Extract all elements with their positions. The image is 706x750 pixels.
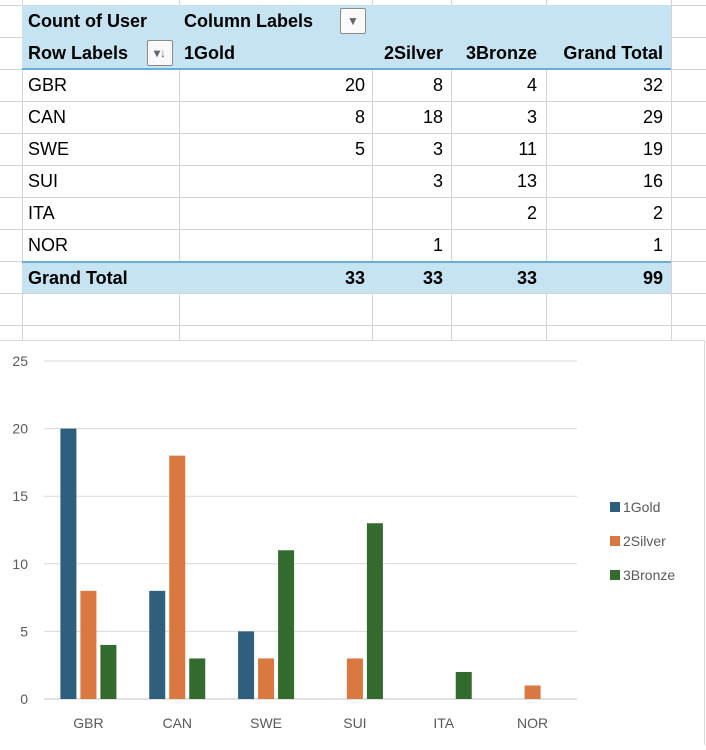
row-value: 19 — [642, 139, 663, 159]
row-value: 1 — [652, 235, 663, 255]
row-label: ITA — [28, 203, 55, 223]
dropdown-arrow-icon: ▼ — [347, 14, 359, 28]
grid-row-line — [0, 197, 706, 198]
x-tick-label: NOR — [517, 715, 548, 731]
row-value: 2 — [652, 203, 663, 223]
bar-2silver-can — [169, 455, 186, 699]
row-value: 20 — [344, 75, 365, 95]
medal-chart[interactable]: 0 5 10 15 20 25 GBR CAN SWE SUI ITA NOR 1Gold 2Silver… — [0, 340, 705, 745]
row-value: 18 — [422, 107, 443, 127]
bar-1gold-gbr — [60, 428, 77, 699]
pivot-header-row-2: Row Labels ▾↓ 1Gold 2Silver 3Bronze Gran… — [22, 37, 671, 70]
bar-1gold-swe — [238, 631, 255, 699]
y-tick-label: 0 — [20, 691, 28, 707]
row-value: 4 — [526, 75, 537, 95]
y-tick-label: 25 — [12, 353, 28, 369]
bar-1gold-can — [149, 590, 166, 699]
x-tick-label: ITA — [433, 715, 454, 731]
grand-total-gold: 33 — [344, 268, 365, 288]
y-tick-label: 15 — [12, 488, 28, 504]
bar-2silver-nor — [524, 685, 541, 699]
row-value: 29 — [642, 107, 663, 127]
x-tick-label: GBR — [73, 715, 103, 731]
row-label: CAN — [28, 107, 67, 127]
bar-3bronze-sui — [366, 523, 383, 699]
row-value: 2 — [526, 203, 537, 223]
grid-row-line — [0, 101, 706, 102]
grand-total-row: Grand Total 33 33 33 99 — [22, 261, 671, 293]
row-value: 8 — [432, 75, 443, 95]
row-label: GBR — [28, 75, 68, 95]
x-tick-label: SWE — [250, 715, 282, 731]
grand-total-bronze: 33 — [516, 268, 537, 288]
grand-total-silver: 33 — [422, 268, 443, 288]
legend-swatch-1gold — [610, 502, 620, 512]
row-value: 1 — [432, 235, 443, 255]
pivot-row-ita: ITA 2 2 — [22, 197, 671, 229]
grid-row-line — [0, 325, 706, 326]
legend-label: 2Silver — [623, 533, 666, 549]
legend-label: 3Bronze — [623, 567, 675, 583]
pivot-row-can: CAN 8 18 3 29 — [22, 101, 671, 133]
row-value: 11 — [518, 139, 537, 159]
row-value: 13 — [516, 171, 537, 191]
pivot-row-swe: SWE 5 3 11 19 — [22, 133, 671, 165]
grand-total-overall: 99 — [642, 268, 663, 288]
y-tick-label: 20 — [12, 421, 28, 437]
row-value: 3 — [432, 139, 443, 159]
value-field-label: Count of User — [28, 11, 147, 31]
column-header-grand-total: Grand Total — [563, 43, 663, 63]
x-tick-label: CAN — [162, 715, 192, 731]
filter-sort-icon: ▾↓ — [153, 46, 167, 60]
grid-column-line — [372, 0, 373, 340]
bar-2silver-sui — [346, 658, 363, 699]
grid-column-line — [451, 0, 452, 340]
chart-svg: 0 5 10 15 20 25 GBR CAN SWE SUI ITA NOR 1Gold 2Silver… — [12, 353, 675, 731]
bar-3bronze-swe — [278, 550, 295, 699]
row-value: 32 — [642, 75, 663, 95]
row-value: 8 — [354, 107, 365, 127]
grid-column-line — [22, 0, 23, 340]
row-label: SWE — [28, 139, 70, 159]
grid-column-line — [546, 0, 547, 340]
legend-label: 1Gold — [623, 499, 660, 515]
pivot-row-nor: NOR 1 1 — [22, 229, 671, 261]
y-tick-label: 10 — [12, 556, 28, 572]
grid-column-line — [179, 0, 180, 340]
row-value: 3 — [526, 107, 537, 127]
pivot-row-gbr: GBR 20 8 4 32 — [22, 69, 671, 101]
column-labels-dropdown-button[interactable]: ▼ — [340, 8, 366, 34]
bar-3bronze-can — [189, 658, 206, 699]
bar-3bronze-gbr — [100, 644, 117, 699]
grid-column-line — [671, 0, 672, 340]
column-header-bronze: 3Bronze — [465, 43, 537, 63]
column-labels-header: Column Labels — [184, 11, 314, 31]
bar-3bronze-ita — [455, 671, 472, 699]
row-labels-sort-button[interactable]: ▾↓ — [147, 40, 173, 66]
grid-row-line — [0, 229, 706, 230]
grand-total-label: Grand Total — [28, 268, 128, 288]
column-header-gold: 1Gold — [184, 43, 236, 63]
legend-swatch-3bronze — [610, 570, 620, 580]
pivot-header-row-1: Count of User Column Labels ▼ — [22, 5, 671, 37]
bar-2silver-swe — [258, 658, 275, 699]
grid-row-line — [0, 293, 706, 294]
column-header-silver: 2Silver — [383, 43, 443, 63]
row-value: 5 — [354, 139, 365, 159]
row-labels-header: Row Labels — [28, 43, 129, 63]
row-value: 3 — [432, 171, 443, 191]
row-label: SUI — [28, 171, 59, 191]
x-tick-label: SUI — [343, 715, 366, 731]
bar-2silver-gbr — [80, 590, 97, 699]
y-tick-label: 5 — [20, 623, 28, 639]
pivot-row-sui: SUI 3 13 16 — [22, 165, 671, 197]
grid-row-line — [0, 133, 706, 134]
row-label: NOR — [28, 235, 68, 255]
legend-swatch-2silver — [610, 536, 620, 546]
row-value: 16 — [642, 171, 663, 191]
grid-row-line — [0, 165, 706, 166]
